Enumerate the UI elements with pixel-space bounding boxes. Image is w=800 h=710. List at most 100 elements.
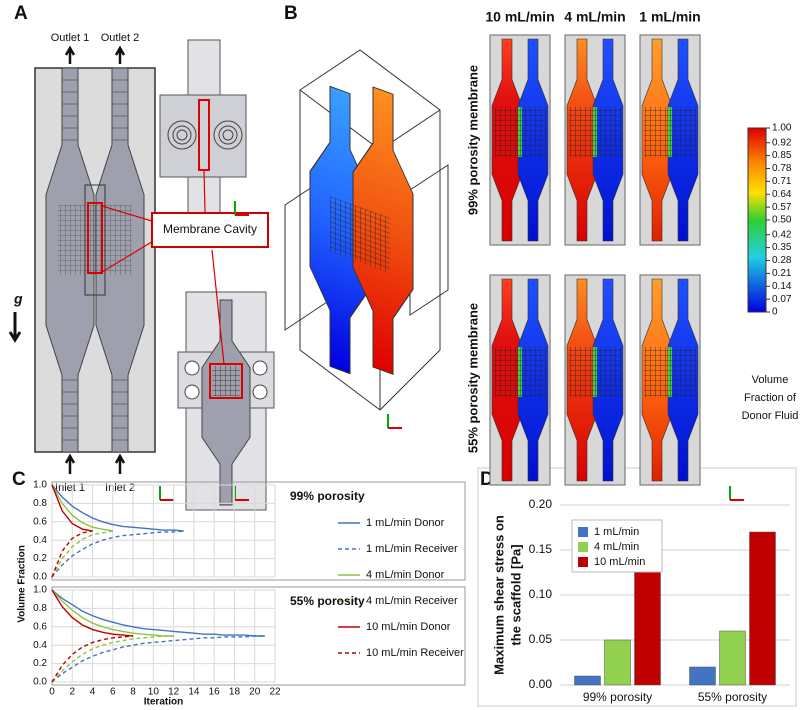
x-tick-label: 8 [130,687,136,698]
port [222,129,234,141]
panel-letter: A [14,3,28,24]
y-tick-label: 0.00 [529,677,553,691]
hole [252,360,268,376]
inlet-label: Inlet 1 [55,482,85,494]
colorbar [747,127,767,313]
y-tick-label: 0.6 [33,621,47,632]
y-tick-label: 0.4 [33,535,47,546]
callout-lines [101,169,225,365]
y-axis-label: Maximum shear stress on [491,515,506,675]
x-tick-label: 20 [249,687,261,698]
series-line [51,589,174,637]
hole [184,384,200,400]
colorbar-label: 0.42 [772,229,792,240]
bar [604,639,631,686]
bar [749,531,776,686]
x-tick-label: 6 [110,687,116,698]
port [176,129,188,141]
x-tick-label: 4 [90,687,96,698]
colorbar-label: 0.57 [772,202,792,213]
series-line [51,530,113,578]
legend-label: 4 mL/min Donor [366,569,445,581]
colorbar-title: Fraction of [744,392,797,404]
membrane-mesh [58,205,132,275]
y-tick-label: 0.8 [33,498,47,509]
gravity-label: g [13,291,23,307]
bar [574,675,601,686]
device-3d [309,85,414,375]
legend-label: 4 mL/min [594,541,639,553]
y-tick-label: 0.2 [33,658,47,669]
port [172,125,192,145]
legend-label: 1 mL/min [594,526,639,538]
bottom-view-cavity [209,363,243,399]
bottom-view-channel [201,299,251,506]
x-tick-label: 14 [188,687,200,698]
cavity-highlight [87,202,103,274]
series-line [51,530,184,578]
y-tick-label: 0.05 [529,632,553,646]
series-line [51,484,113,532]
series-line [51,530,93,578]
inlet-arrow [64,453,76,474]
port [213,120,243,150]
row-label: 99% porosity membrane [465,65,480,215]
callout-box [151,212,269,248]
colorbar-label: 0.64 [772,189,792,200]
outlet-arrow [64,45,76,64]
sim-mesh [644,347,696,397]
x-tick-label: 2 [69,687,75,698]
colorbar-label: 0 [772,307,778,318]
sim-mesh [494,107,546,157]
callout-label: Membrane Cavity [163,222,257,236]
colorbar-title: Donor Fluid [742,410,799,422]
legend-label: 10 mL/min [594,556,645,568]
x-tick-label: 16 [209,687,221,698]
outlet-arrow [114,45,126,64]
bar [634,558,661,686]
colorbar-label: 0.21 [772,268,792,279]
y-tick-label: 0.0 [33,572,47,583]
membrane-holder [84,184,106,296]
series-line [51,589,134,637]
x-tick-label: 12 [168,687,180,698]
mesh-3d [330,196,390,274]
panel-letter: C [12,469,26,490]
inlet-label: Inlet 2 [105,482,135,494]
sim-mesh [569,347,621,397]
x-tick-label: 22 [269,687,281,698]
legend-swatch [578,542,588,552]
y-tick-label: 1.0 [33,585,47,596]
hole [252,384,268,400]
colorbar-label: 0.85 [772,150,792,161]
row-label: 55% porosity membrane [465,303,480,453]
outlet-label: Outlet 1 [51,32,90,44]
colorbar-label: 0.71 [772,176,792,187]
series-line [51,635,174,683]
colorbar-label: 0.92 [772,137,792,148]
y-tick-label: 0.2 [33,553,47,564]
colorbar-label: 0.35 [772,242,792,253]
panel-letter: B [284,3,298,24]
colorbar-label: 0.28 [772,255,792,266]
legend-label: 1 mL/min Receiver [366,543,458,555]
y-axis-label: the scaffold [Pa] [508,544,523,645]
column-header: 4 mL/min [564,9,625,25]
y-tick-label: 0.15 [529,542,553,556]
y-tick-label: 0.10 [529,587,553,601]
series-line [51,635,134,683]
series-line [51,635,265,683]
x-tick-label: 18 [229,687,241,698]
top-view-body [159,94,247,178]
y-tick-label: 0.20 [529,497,553,511]
y-tick-label: 0.8 [33,603,47,614]
x-tick-label: 55% porosity [698,690,767,704]
y-axis-label: Volume Fraction [17,545,28,623]
sim-mesh [644,107,696,157]
legend-label: 10 mL/min Donor [366,621,451,633]
colorbar-label: 0.14 [772,281,792,292]
legend-label: 10 mL/min Receiver [366,647,464,659]
colorbar-label: 0.07 [772,294,792,305]
